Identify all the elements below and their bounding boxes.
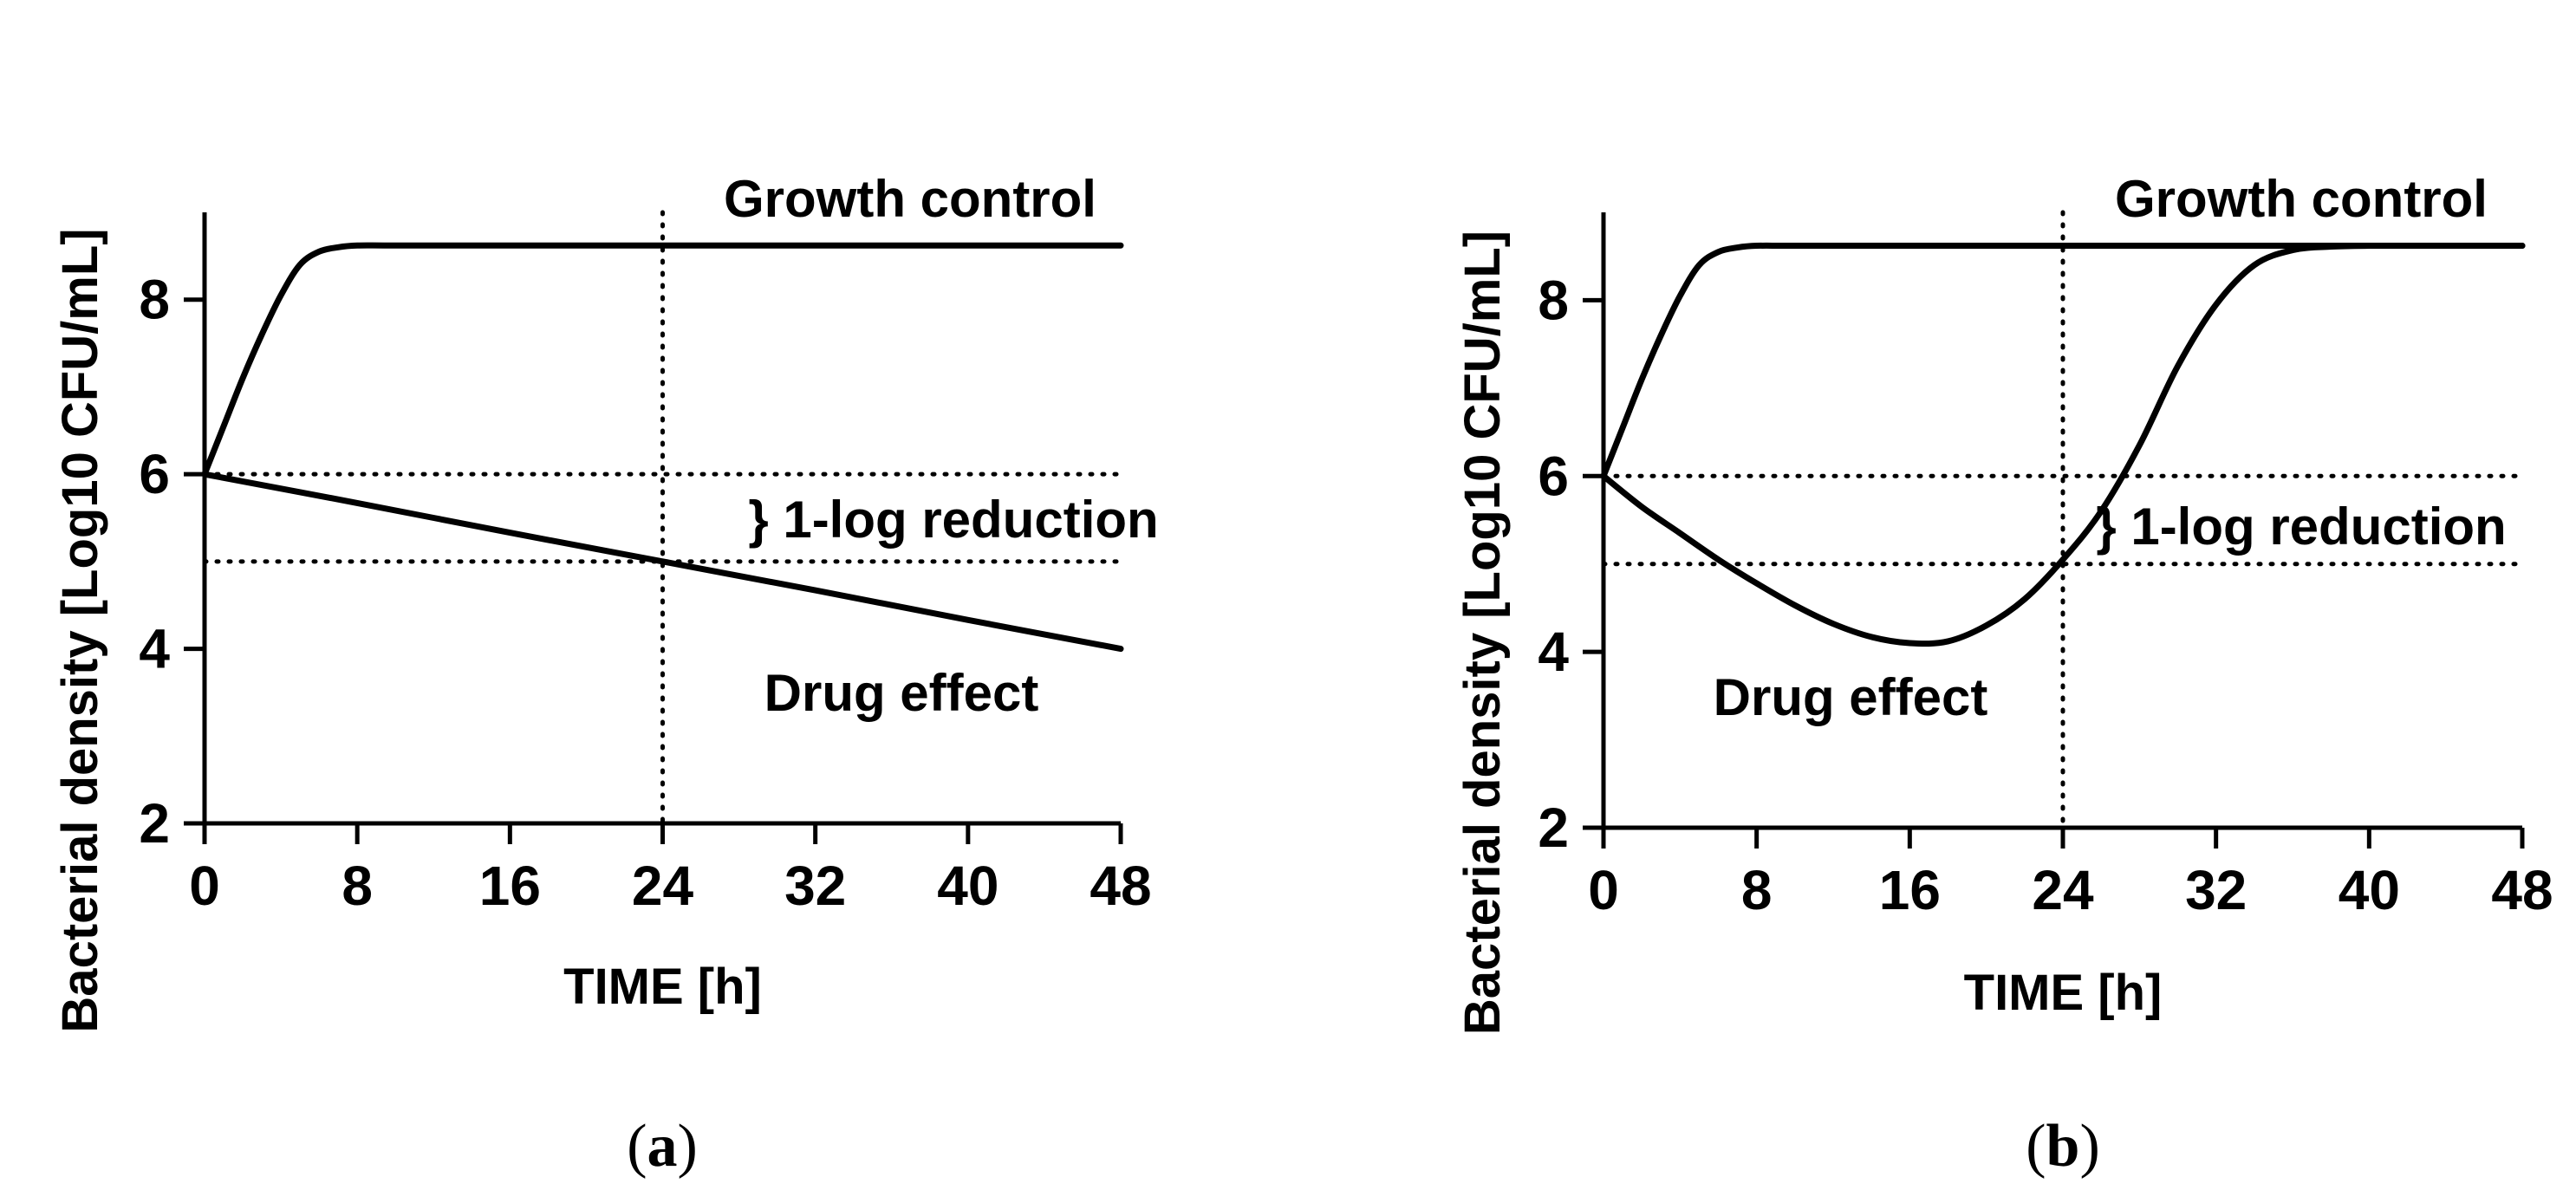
log-reduction-label: } 1-log reduction <box>748 491 1158 549</box>
y-tick-label: 4 <box>1538 621 1569 683</box>
y-tick-label: 8 <box>139 269 170 331</box>
series-line-drug-effect <box>201 471 1124 653</box>
y-tick-label: 2 <box>139 792 170 855</box>
x-tick-label: 40 <box>2339 859 2400 921</box>
x-tick-label: 0 <box>189 855 220 917</box>
y-tick-label: 6 <box>1538 445 1569 507</box>
x-axis-title: TIME [h] <box>1964 965 2163 1021</box>
x-tick-label: 48 <box>1090 855 1151 917</box>
series-line-drug-effect <box>1600 242 2526 647</box>
panel-label-letter: b <box>2046 1113 2080 1180</box>
x-tick-label: 40 <box>937 855 999 917</box>
series-line-growth-control <box>1600 242 2526 479</box>
x-tick-label: 8 <box>342 855 373 917</box>
x-tick-label: 32 <box>784 855 846 917</box>
panel-label: (b) <box>2026 1113 2100 1180</box>
x-tick-label: 8 <box>1741 859 1773 921</box>
x-tick-label: 16 <box>479 855 541 917</box>
y-axis-title: Bacterial density [Log10 CFU/mL] <box>52 228 108 1032</box>
drug-effect-label: Drug effect <box>1714 668 1988 726</box>
panel-label: (a) <box>627 1113 698 1180</box>
log-reduction-label: } 1-log reduction <box>2096 497 2506 556</box>
x-tick-label: 24 <box>632 855 694 917</box>
y-tick-label: 6 <box>139 443 170 505</box>
y-axis-title: Bacterial density [Log10 CFU/mL] <box>1454 231 1511 1035</box>
x-axis-title: TIME [h] <box>563 959 762 1015</box>
growth-control-label: Growth control <box>724 170 1096 228</box>
x-tick-label: 32 <box>2185 859 2247 921</box>
growth-control-label: Growth control <box>2115 170 2488 228</box>
x-tick-label: 16 <box>1879 859 1941 921</box>
panel-label-letter: a <box>647 1113 678 1180</box>
drug-effect-label: Drug effect <box>764 664 1039 722</box>
y-tick-label: 4 <box>139 618 170 680</box>
x-tick-label: 0 <box>1588 859 1619 921</box>
x-tick-label: 24 <box>2032 859 2094 921</box>
x-tick-label: 48 <box>2491 859 2553 921</box>
series-line-growth-control <box>201 242 1124 478</box>
y-tick-label: 8 <box>1538 269 1569 331</box>
y-tick-label: 2 <box>1538 797 1569 859</box>
